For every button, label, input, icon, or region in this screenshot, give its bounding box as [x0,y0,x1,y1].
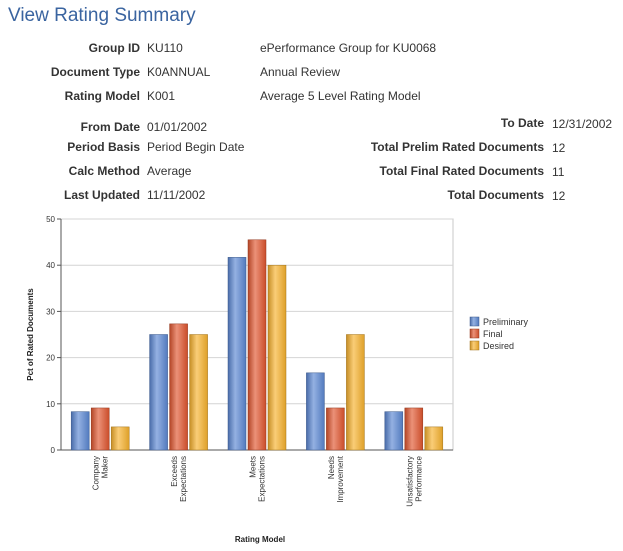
group-id-value: KU110 [147,41,183,55]
total-final-value: 11 [552,165,565,179]
x-category-label: NeedsImprovement [327,455,345,502]
total-documents-label: Total Documents [447,188,544,202]
last-updated-label: Last Updated [63,188,140,202]
rating-model-value: K001 [147,89,176,103]
bar-desired-meets-expectations [267,264,287,451]
bar-preliminary-unsatisfactory-performance [384,411,404,451]
group-id-description: ePerformance Group for KU0068 [260,41,437,55]
document-type-description: Annual Review [260,65,341,79]
to-date-value: 12/31/2002 [552,117,613,131]
rating-chart: 0 10 20 30 40 50 CompanyMaker ExceedsExpectatio… [26,215,529,544]
bar-preliminary-exceeds-expectations [149,334,168,451]
x-category-label: ExceedsExpectations [170,456,188,502]
from-date-label: From Date [80,120,140,134]
legend-swatch-preliminary [469,316,480,327]
legend-label-final: Final [483,329,503,339]
bar-preliminary-company-maker [70,411,90,451]
page-title: View Rating Summary [8,5,196,26]
y-axis-title: Pct of Rated Documents [26,288,35,381]
bar-preliminary-needs-improvement [306,372,325,451]
y-tick-label: 50 [46,215,55,224]
legend-label-desired: Desired [483,341,514,351]
bar-final-exceeds-expectations [169,323,188,451]
y-tick-label: 20 [46,354,55,363]
document-type-value: K0ANNUAL [147,65,211,79]
bar-desired-exceeds-expectations [189,334,208,451]
bar-desired-unsatisfactory-performance [424,426,444,451]
bar-preliminary-meets-expectations [227,257,247,451]
calc-method-value: Average [147,164,192,178]
x-axis-title: Rating Model [235,535,285,544]
bar-final-needs-improvement [326,407,345,451]
calc-method-label: Calc Method [68,164,140,178]
document-type-label: Document Type [50,65,140,79]
group-id-label: Group ID [88,41,140,55]
to-date-label: To Date [500,116,544,130]
y-tick-label: 0 [51,446,56,455]
bar-final-company-maker [90,407,110,451]
bar-desired-company-maker [110,426,130,451]
period-basis-value: Period Begin Date [147,140,245,154]
y-tick-label: 40 [46,261,55,270]
legend-swatch-final [469,328,480,339]
y-tick-label: 10 [46,400,55,409]
x-category-label: UnsatisfactoryPerformance [405,455,423,506]
from-date-value: 01/01/2002 [147,120,208,134]
x-category-label: CompanyMaker [92,456,110,491]
bar-final-unsatisfactory-performance [404,407,424,451]
last-updated-value: 11/11/2002 [147,188,206,202]
total-documents-value: 12 [552,189,566,203]
legend-swatch-desired [469,340,480,351]
total-prelim-label: Total Prelim Rated Documents [370,140,544,154]
legend-label-preliminary: Preliminary [483,317,529,327]
rating-model-label: Rating Model [64,89,140,103]
y-tick-label: 30 [46,307,55,316]
bar-desired-needs-improvement [346,334,365,451]
rating-model-description: Average 5 Level Rating Model [260,89,421,103]
total-prelim-value: 12 [552,141,566,155]
x-category-label: MeetsExpectations [249,456,267,502]
period-basis-label: Period Basis [67,140,140,154]
total-final-label: Total Final Rated Documents [379,164,544,178]
bar-final-meets-expectations [247,239,267,451]
